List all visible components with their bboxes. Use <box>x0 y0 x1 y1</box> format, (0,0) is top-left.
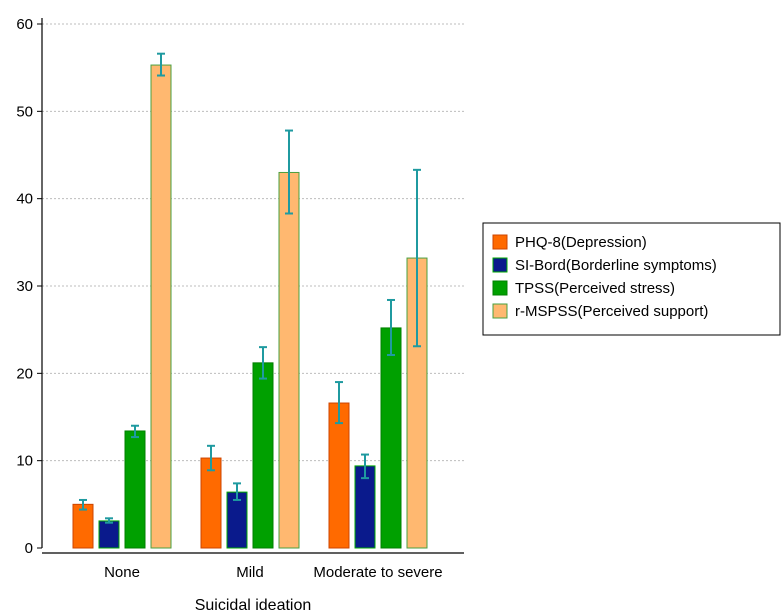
x-axis-title: Suicidal ideation <box>195 597 312 612</box>
legend-label: r-MSPSS(Perceived support) <box>515 303 708 320</box>
x-tick-label: None <box>104 564 140 581</box>
legend-swatch <box>492 257 508 273</box>
y-tick-label: 60 <box>16 16 33 33</box>
y-tick-label: 50 <box>16 103 33 120</box>
legend-label: TPSS(Perceived stress) <box>515 280 675 297</box>
bar <box>252 362 274 549</box>
bar <box>328 402 350 549</box>
bar <box>200 457 222 549</box>
legend-box <box>482 222 781 336</box>
x-axis: None Mild Moderate to severe <box>42 552 464 581</box>
y-tick-label: 20 <box>16 365 33 382</box>
bar <box>124 430 146 549</box>
bars <box>72 64 428 549</box>
error-bars <box>79 52 421 524</box>
y-tick-label: 30 <box>16 278 33 295</box>
bar <box>278 171 300 549</box>
legend-label: PHQ-8(Depression) <box>515 234 647 251</box>
bar <box>72 503 94 549</box>
legend-swatch <box>492 303 508 319</box>
x-tick-label: Moderate to severe <box>313 564 442 581</box>
bar <box>150 64 172 549</box>
x-tick-label: Mild <box>236 564 264 581</box>
y-axis: 0 10 20 30 40 50 60 <box>16 16 43 557</box>
legend-label: SI-Bord(Borderline symptoms) <box>515 257 717 274</box>
legend-swatch <box>492 234 508 250</box>
y-tick-label: 0 <box>25 540 33 557</box>
y-tick-label: 10 <box>16 453 33 470</box>
bar <box>98 520 120 549</box>
bar <box>380 327 402 549</box>
legend-swatch <box>492 280 508 296</box>
legend: PHQ-8(Depression) SI-Bord(Borderline symp… <box>482 222 781 336</box>
y-tick-label: 40 <box>16 191 33 208</box>
